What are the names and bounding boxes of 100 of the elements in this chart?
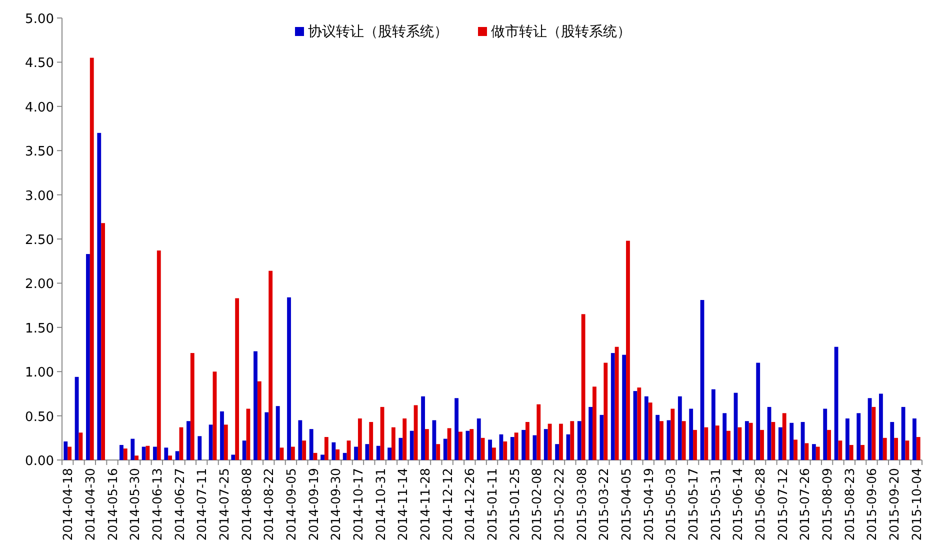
- bar: [287, 297, 291, 460]
- y-tick-label: 3.50: [25, 144, 54, 160]
- bar: [845, 418, 850, 460]
- bar: [704, 427, 708, 460]
- bar: [443, 438, 448, 460]
- legend-label: 做市转让（股转系统）: [491, 24, 631, 40]
- bar: [879, 394, 883, 460]
- y-tick-label: 3.00: [25, 188, 54, 204]
- bar: [175, 451, 180, 460]
- x-tick-label: 2015-05-17: [686, 468, 701, 541]
- bar: [510, 437, 514, 460]
- bar: [544, 429, 548, 460]
- bar: [280, 448, 284, 460]
- x-tick-label: 2014-04-30: [82, 468, 98, 541]
- y-tick-label: 5.00: [25, 12, 54, 27]
- bar: [738, 427, 742, 460]
- bar: [142, 446, 146, 460]
- bar: [592, 386, 596, 460]
- bar: [823, 408, 828, 460]
- bar: [838, 440, 842, 460]
- bar: [804, 443, 809, 460]
- bar: [744, 421, 749, 460]
- bar: [302, 440, 306, 460]
- bar: [856, 413, 861, 460]
- bar: [656, 414, 660, 460]
- bar: [276, 406, 280, 460]
- bar: [257, 381, 262, 460]
- bar: [882, 438, 887, 460]
- bar: [123, 448, 128, 460]
- x-tick-label: 2014-09-19: [306, 468, 321, 541]
- bar: [380, 406, 384, 460]
- bar: [432, 420, 436, 460]
- bar: [711, 389, 716, 460]
- y-tick-label: 2.50: [25, 233, 54, 248]
- bar: [470, 429, 474, 460]
- y-tick-label: 2.00: [25, 277, 54, 292]
- bar: [68, 446, 72, 460]
- x-tick-label: 2015-01-25: [506, 468, 522, 541]
- bar: [901, 406, 906, 460]
- bar: [454, 398, 458, 460]
- bar: [220, 411, 224, 460]
- x-tick-label: 2014-08-08: [238, 468, 254, 541]
- bar: [912, 418, 916, 460]
- bar: [436, 444, 440, 460]
- x-tick-label: 2015-03-08: [574, 468, 589, 541]
- bar: [532, 435, 537, 460]
- y-tick-label: 0.50: [25, 410, 54, 425]
- x-tick-label: 2015-01-11: [484, 468, 500, 541]
- x-tick-label: 2014-04-18: [60, 468, 76, 541]
- bar: [224, 424, 228, 460]
- x-tick-label: 2014-07-11: [194, 468, 210, 541]
- bar: [235, 298, 240, 460]
- bar: [164, 448, 168, 460]
- bar: [365, 444, 370, 460]
- bar: [156, 250, 161, 460]
- bar: [208, 424, 213, 460]
- bar: [849, 444, 854, 460]
- y-tick-label: 0.00: [25, 454, 54, 469]
- bar: [726, 430, 730, 460]
- bar: [320, 454, 324, 460]
- x-tick-label: 2015-06-14: [730, 468, 746, 541]
- x-tick-label: 2015-05-31: [708, 468, 723, 541]
- x-tick-label: 2015-04-19: [640, 468, 656, 541]
- bar: [648, 402, 652, 460]
- bar: [198, 436, 202, 460]
- bar: [120, 444, 124, 460]
- bar: [421, 396, 425, 460]
- bar: [410, 430, 414, 460]
- bar: [86, 254, 90, 460]
- bar: [414, 405, 418, 460]
- x-tick-label: 2014-08-22: [261, 468, 276, 541]
- x-tick-label: 2015-04-05: [618, 468, 634, 541]
- bar: [771, 422, 776, 460]
- bar: [398, 438, 403, 460]
- bar: [130, 438, 135, 460]
- x-tick-label: 2015-07-26: [797, 468, 812, 541]
- bar: [134, 456, 139, 460]
- bar: [872, 406, 876, 460]
- bar: [626, 240, 630, 460]
- bar: [346, 440, 351, 460]
- bar: [644, 396, 648, 460]
- bar: [246, 408, 250, 460]
- bar: [555, 444, 560, 460]
- bar: [748, 422, 753, 460]
- bar: [212, 372, 217, 460]
- bar: [74, 376, 79, 460]
- bar: [90, 58, 94, 460]
- bar: [782, 413, 786, 460]
- bar: [153, 446, 157, 460]
- bar: [693, 430, 697, 460]
- x-tick-label: 2014-12-26: [462, 468, 478, 541]
- bar: [342, 452, 347, 460]
- bar: [570, 421, 574, 460]
- bar: [581, 314, 586, 460]
- legend-label: 协议转让（股转系统）: [308, 24, 448, 40]
- bar: [503, 441, 508, 460]
- bar: [700, 300, 704, 460]
- bar: [424, 429, 429, 460]
- x-tick-label: 2014-05-16: [104, 468, 120, 541]
- bar: [916, 437, 920, 460]
